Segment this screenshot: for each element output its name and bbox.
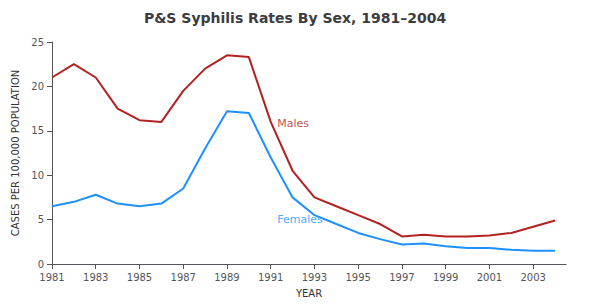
svg-text:1999: 1999 (433, 272, 458, 283)
svg-text:1989: 1989 (214, 272, 239, 283)
svg-text:1981: 1981 (39, 272, 64, 283)
svg-text:1985: 1985 (127, 272, 152, 283)
svg-text:YEAR: YEAR (295, 288, 322, 299)
svg-text:1991: 1991 (258, 272, 283, 283)
svg-text:CASES PER 100,000 POPULATION: CASES PER 100,000 POPULATION (10, 70, 21, 237)
svg-text:1995: 1995 (345, 272, 370, 283)
svg-text:0: 0 (38, 259, 44, 270)
svg-text:Males: Males (277, 117, 309, 130)
svg-text:2001: 2001 (477, 272, 502, 283)
svg-text:1987: 1987 (171, 272, 196, 283)
svg-text:1983: 1983 (83, 272, 108, 283)
svg-text:10: 10 (31, 170, 44, 181)
svg-text:20: 20 (31, 81, 44, 92)
svg-text:15: 15 (31, 125, 44, 136)
svg-text:1993: 1993 (302, 272, 327, 283)
svg-text:25: 25 (31, 37, 44, 48)
svg-text:P&S Syphilis Rates By Sex, 198: P&S Syphilis Rates By Sex, 1981–2004 (144, 10, 447, 26)
svg-text:2003: 2003 (520, 272, 545, 283)
svg-text:Females: Females (277, 213, 323, 226)
svg-text:1997: 1997 (389, 272, 414, 283)
svg-text:5: 5 (38, 214, 44, 225)
